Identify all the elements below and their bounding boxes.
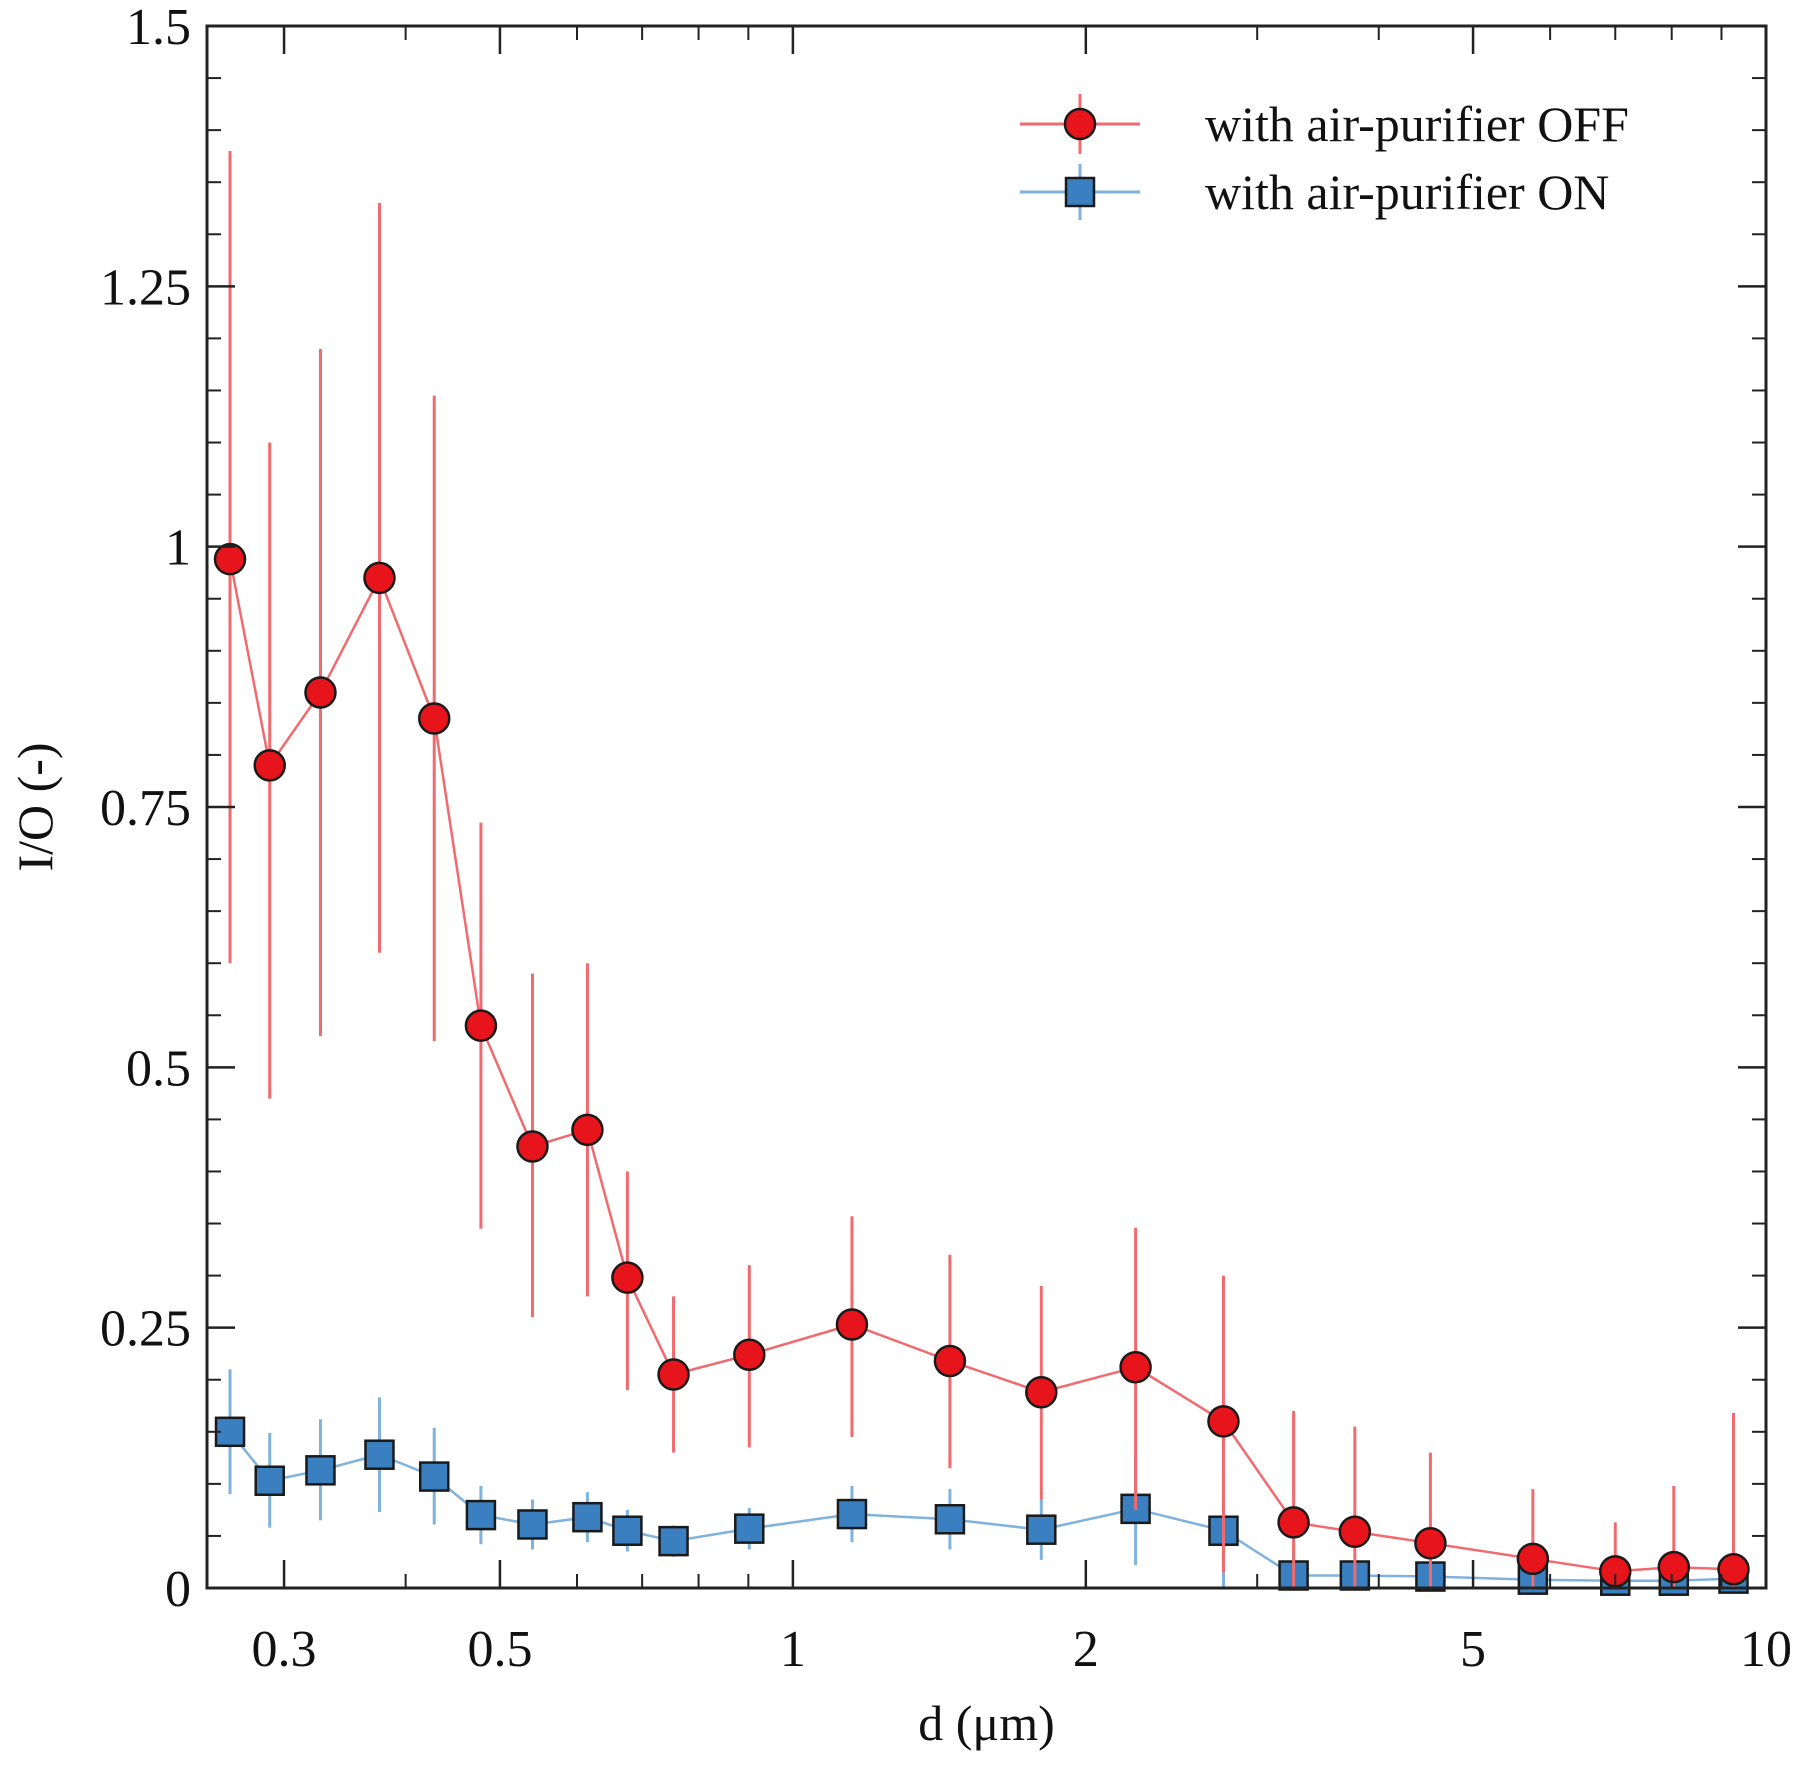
data-point-square: [734, 1513, 765, 1544]
x-tick-label: 0.3: [252, 1621, 317, 1678]
legend-item-off: with air-purifier OFF: [1020, 94, 1629, 154]
y-tick-label: 0.25: [100, 1301, 191, 1358]
data-point-square: [612, 1515, 643, 1546]
data-point-circle: [1338, 1515, 1372, 1549]
x-axis-title: d (μm): [918, 1695, 1055, 1751]
x-axis-ticks: 0.3 0.5 1 2 5 10: [252, 26, 1792, 1678]
data-point-square: [934, 1504, 966, 1535]
y-tick-label: 0: [165, 1561, 191, 1618]
data-point-circle: [516, 1130, 549, 1163]
y-tick-label: 1: [165, 520, 191, 577]
data-point-square: [572, 1501, 603, 1533]
legend: with air-purifier OFF with air-purifier …: [1020, 94, 1629, 220]
series-off: [213, 150, 1750, 1588]
data-point-circle: [464, 1009, 498, 1042]
legend-label-off: with air-purifier OFF: [1205, 96, 1629, 152]
data-point-circle: [657, 1358, 690, 1391]
data-point-square: [1026, 1514, 1057, 1545]
y-tick-label: 0.75: [100, 780, 191, 837]
y-tick-label: 1.25: [100, 259, 191, 316]
data-point-circle: [1516, 1542, 1550, 1576]
legend-marker-circle-icon: [1063, 107, 1097, 141]
data-point-circle: [304, 676, 337, 709]
data-point-circle: [417, 702, 451, 735]
data-point-circle: [1657, 1550, 1691, 1584]
data-point-circle: [213, 542, 247, 576]
x-tick-label: 10: [1740, 1621, 1792, 1678]
x-tick-label: 5: [1460, 1621, 1486, 1678]
data-point-square: [517, 1509, 548, 1540]
data-point-square: [658, 1525, 689, 1557]
data-point-circle: [733, 1338, 766, 1371]
x-tick-label: 2: [1073, 1621, 1099, 1678]
data-point-circle: [253, 749, 286, 782]
data-point-circle: [1025, 1375, 1058, 1409]
data-point-square: [254, 1465, 285, 1496]
data-point-circle: [1414, 1526, 1447, 1560]
data-point-circle: [611, 1261, 644, 1294]
legend-marker-square-icon: [1064, 176, 1096, 208]
plot-frame: [205, 24, 1768, 1590]
data-point-square: [364, 1439, 395, 1470]
y-tick-label: 0.5: [126, 1040, 191, 1097]
series-line: [229, 1431, 1734, 1582]
series-line: [228, 558, 1734, 1573]
x-tick-label: 0.5: [467, 1621, 532, 1678]
data-point-square: [465, 1499, 497, 1531]
data-point-square: [418, 1461, 450, 1492]
data-point-circle: [571, 1113, 604, 1147]
data-point-square: [836, 1498, 868, 1530]
data-point-circle: [1277, 1506, 1310, 1539]
data-point-circle: [363, 561, 396, 595]
y-axis-title: I/O (-): [7, 742, 63, 871]
y-axis-ticks: 0 0.25 0.5 0.75 1 1.25 1.5: [100, 0, 1766, 1618]
data-point-circle: [1207, 1405, 1240, 1438]
data-point-circle: [835, 1308, 869, 1341]
data-point-circle: [1717, 1553, 1750, 1586]
axes: [205, 24, 1768, 1590]
legend-label-on: with air-purifier ON: [1205, 164, 1609, 220]
data-point-square: [305, 1455, 336, 1486]
x-tick-label: 1: [780, 1621, 806, 1678]
data-point-circle: [1119, 1350, 1152, 1384]
legend-item-on: with air-purifier ON: [1020, 164, 1609, 220]
plot-area: [213, 150, 1750, 1596]
y-tick-label: 1.5: [126, 0, 191, 56]
data-point-circle: [933, 1344, 967, 1378]
